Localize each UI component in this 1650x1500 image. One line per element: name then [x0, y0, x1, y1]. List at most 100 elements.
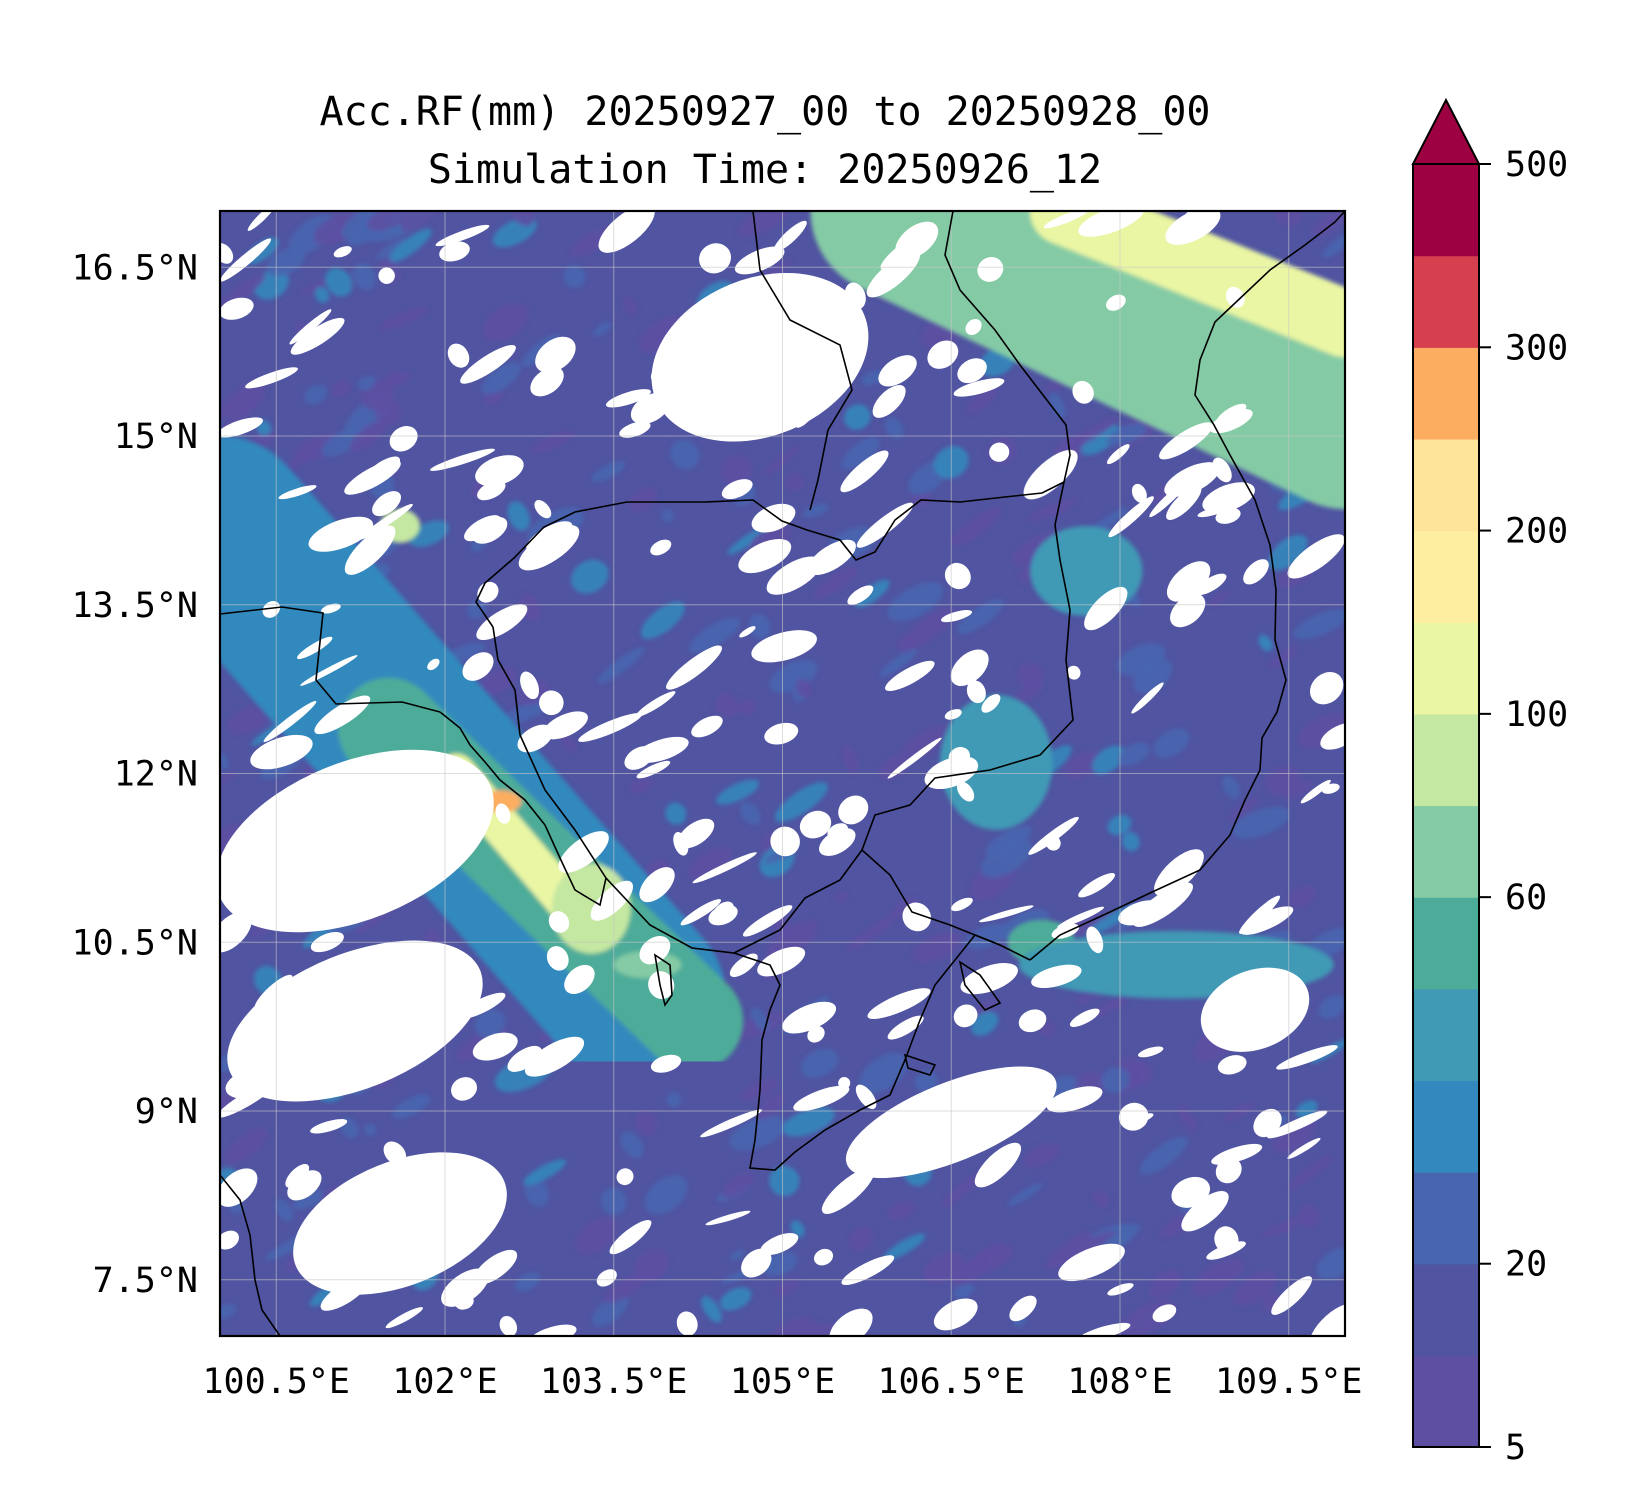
dry-patch — [650, 539, 672, 556]
lon-tick-label: 100.5°E — [202, 1362, 350, 1402]
dry-patch — [1309, 1303, 1345, 1336]
colorbar-tick-label: 100 — [1505, 695, 1568, 735]
rain-blob — [551, 863, 631, 954]
dry-patch — [598, 211, 655, 253]
dry-patch — [782, 1001, 837, 1034]
dry-patch — [974, 1142, 1022, 1188]
dry-patch — [1072, 380, 1094, 404]
rain-cell — [1007, 1182, 1043, 1207]
dry-patch — [220, 1168, 258, 1207]
dry-patch — [362, 880, 385, 899]
dry-patch — [1149, 479, 1189, 518]
rain-cell — [976, 1242, 1013, 1270]
dry-patch — [359, 503, 413, 540]
dry-patch — [739, 626, 756, 638]
dry-patch — [1215, 1157, 1242, 1184]
dry-patch — [1271, 1276, 1313, 1315]
rain-cell — [762, 1251, 798, 1276]
dry-patch — [530, 367, 564, 397]
rain-cell — [901, 724, 953, 759]
lon-tick-label: 106.5°E — [877, 1362, 1025, 1402]
dry-patch — [902, 902, 932, 932]
dry-patch — [1046, 1086, 1103, 1113]
dry-patch — [741, 1248, 772, 1278]
dry-patch — [343, 782, 396, 818]
colorbar-tick-label: 60 — [1505, 878, 1547, 918]
dry-patch — [1239, 895, 1281, 934]
rain-cell — [481, 362, 521, 395]
coastline — [1029, 211, 1345, 961]
island — [903, 1053, 937, 1076]
rain-cell — [224, 1128, 268, 1165]
lon-tick-label: 108°E — [1067, 1362, 1172, 1402]
latitude-tick-labels: 16.5°N 15°N 13.5°N 12°N 10.5°N 9°N 7.5°N — [72, 248, 198, 1301]
rain-cell — [391, 1094, 431, 1119]
colorbar-tick-label: 5 — [1505, 1428, 1526, 1468]
dry-patch — [770, 277, 792, 301]
colorbar-segment — [1413, 164, 1479, 257]
dry-patch — [548, 911, 570, 933]
dry-patch — [1267, 1110, 1328, 1139]
dry-patch — [1118, 900, 1163, 926]
dry-patch — [782, 346, 834, 387]
dry-patch — [965, 318, 982, 336]
dry-patch — [630, 392, 671, 425]
dry-patch — [838, 795, 869, 825]
dry-patch — [1217, 1055, 1247, 1075]
country-border-line — [861, 481, 1074, 946]
colorbar-segment — [1413, 255, 1479, 348]
rain-cell — [375, 237, 406, 260]
country-border-line — [220, 606, 441, 713]
rain-cell — [755, 1093, 786, 1120]
dry-patch — [1078, 873, 1116, 898]
colorbar-segment — [1413, 713, 1479, 807]
colorbar-segment — [1413, 438, 1479, 532]
dry-patch — [455, 1294, 474, 1310]
dry-patch — [1106, 444, 1130, 465]
dry-patch — [635, 691, 676, 717]
rain-cell — [903, 607, 955, 649]
rain-cell — [887, 1200, 916, 1221]
dry-patch — [472, 1032, 518, 1061]
rain-cell — [482, 303, 530, 342]
lon-tick-label: 103.5°E — [540, 1362, 688, 1402]
dry-patch — [692, 852, 757, 884]
colorbar-segment — [1413, 988, 1479, 1082]
dry-patch — [308, 516, 374, 552]
colorbar-tick-label: 200 — [1505, 512, 1568, 552]
rain-cell — [574, 1216, 619, 1256]
dry-patch — [948, 1127, 991, 1149]
rain-cell — [622, 295, 638, 317]
dry-patch — [314, 695, 371, 735]
dry-patch — [247, 211, 277, 231]
dry-patch — [427, 658, 440, 671]
dry-patch — [526, 521, 573, 553]
rain-cell — [1064, 751, 1102, 781]
dry-patch — [878, 355, 917, 387]
rain-cell — [848, 1226, 875, 1252]
dry-patch — [807, 1026, 825, 1043]
rain-cell — [1013, 682, 1044, 703]
colorbar-segment — [1413, 1080, 1479, 1173]
dry-patch — [650, 1054, 682, 1073]
rain-cell — [283, 449, 317, 472]
rain-cell — [670, 439, 700, 470]
rain-cell — [729, 1115, 787, 1151]
rain-cell — [474, 1008, 506, 1039]
dry-patch — [1154, 849, 1204, 897]
rain-cell — [1049, 392, 1066, 418]
rain-cell — [1081, 425, 1121, 455]
rain-cell — [719, 1287, 752, 1311]
rain-cell — [843, 404, 871, 430]
rain-cell — [1107, 814, 1132, 836]
dry-patch — [462, 652, 494, 681]
dry-patch — [979, 905, 1034, 923]
dry-patch — [320, 1275, 371, 1311]
dry-patch — [1166, 485, 1202, 521]
rain-cell — [883, 1233, 926, 1261]
dry-patch — [1009, 1295, 1037, 1322]
dry-patch — [499, 1315, 518, 1336]
rain-cell — [666, 1092, 682, 1108]
colorbar-segment — [1413, 347, 1479, 440]
dry-patch — [953, 378, 1005, 397]
